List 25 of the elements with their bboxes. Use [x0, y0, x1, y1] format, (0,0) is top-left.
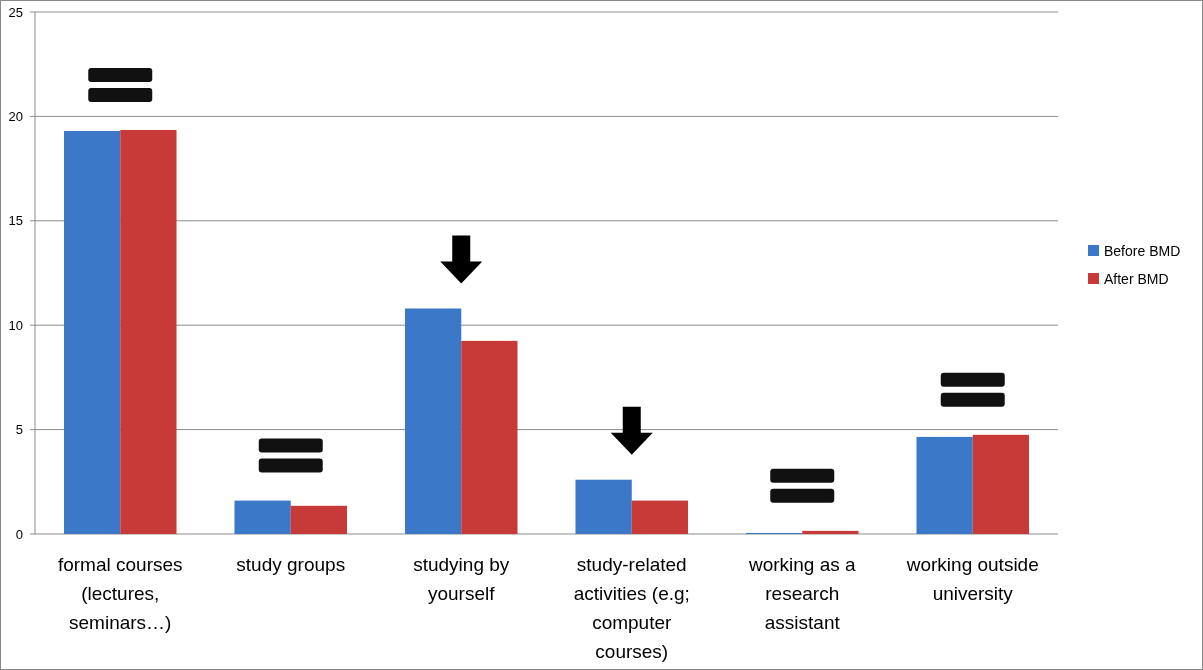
bar: [120, 129, 177, 534]
bar: [234, 500, 291, 534]
y-tick-label: 25: [8, 4, 23, 20]
bar: [461, 340, 518, 534]
x-tick-label: studying by yourself: [413, 554, 510, 604]
bar: [916, 436, 973, 534]
x-tick-label: study groups: [236, 554, 346, 575]
bar: [575, 479, 632, 534]
y-tick-label: 5: [15, 422, 23, 438]
bar: [802, 530, 859, 534]
bar: [404, 308, 462, 534]
x-tick-label: study-related activities (e.g; computer courses): [573, 554, 690, 662]
y-tick-label: 0: [15, 526, 23, 542]
y-tick-label: 20: [8, 108, 23, 124]
legend-label: After BMD: [1104, 270, 1169, 287]
legend-label: Before BMD: [1104, 242, 1181, 259]
x-tick-label: working outside university: [905, 554, 1039, 604]
x-tick-label: working as a research assistant: [747, 554, 857, 633]
bar: [972, 434, 1030, 534]
bar: [631, 500, 689, 534]
y-tick-label: 10: [8, 317, 23, 333]
bar: [63, 131, 121, 534]
bar: [290, 505, 348, 534]
y-tick-label: 15: [8, 213, 23, 229]
x-tick-label: formal courses (lectures, seminars…): [57, 554, 183, 633]
